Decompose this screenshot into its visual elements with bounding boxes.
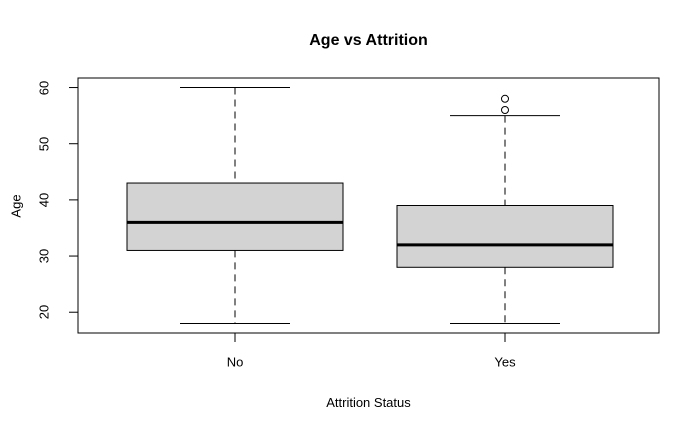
y-tick-label: 60 — [36, 80, 52, 95]
iqr-box — [126, 182, 344, 251]
outlier-point — [501, 106, 509, 115]
y-tick-label: 30 — [36, 248, 52, 264]
x-axis-title: Attrition Status — [326, 395, 411, 410]
chart-title: Age vs Attrition — [309, 32, 428, 49]
x-category-label: Yes — [494, 354, 516, 370]
outlier-point — [501, 94, 509, 103]
iqr-box — [396, 205, 614, 268]
y-tick-label: 50 — [36, 136, 52, 151]
x-category-label: No — [226, 354, 244, 370]
y-tick-label: 20 — [36, 304, 52, 320]
plot-border — [77, 77, 660, 334]
y-tick-label: 40 — [36, 192, 52, 208]
